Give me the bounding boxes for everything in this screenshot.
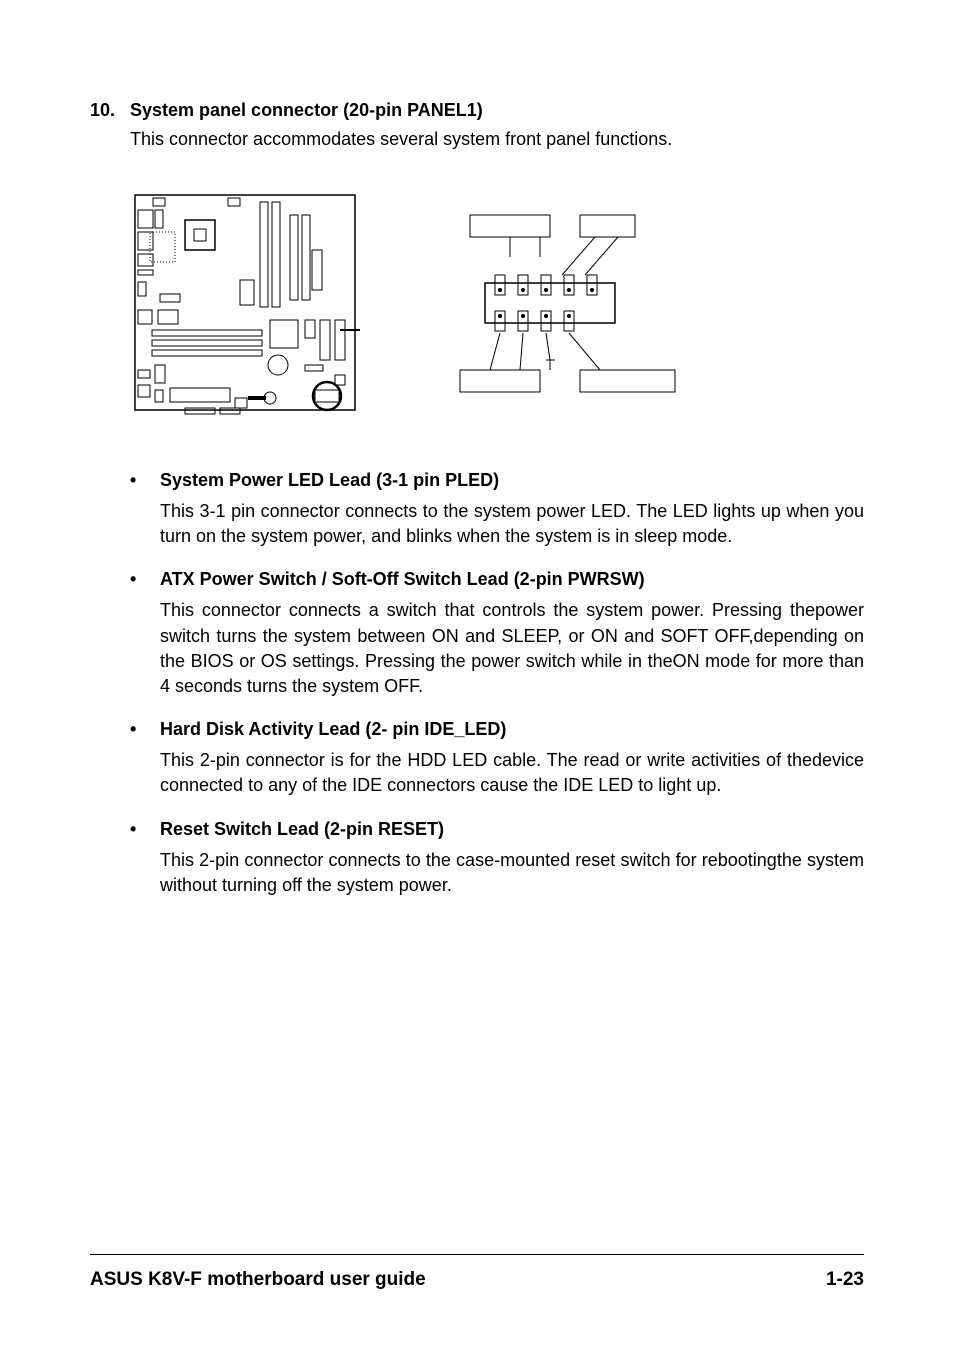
diagram-container — [130, 190, 864, 420]
bullet-item-pled: • System Power LED Lead (3-1 pin PLED) T… — [130, 470, 864, 549]
bullet-body: This connector connects a switch that co… — [160, 598, 864, 699]
page-footer: ASUS K8V-F motherboard user guide 1-23 — [90, 1254, 864, 1291]
section-header: 10. System panel connector (20-pin PANEL… — [90, 100, 864, 121]
section-title: System panel connector (20-pin PANEL1) — [130, 100, 864, 121]
bullet-title: ATX Power Switch / Soft-Off Switch Lead … — [160, 569, 864, 590]
motherboard-diagram — [130, 190, 360, 420]
bullet-body: This 3-1 pin connector connects to the s… — [160, 499, 864, 549]
bullet-title: System Power LED Lead (3-1 pin PLED) — [160, 470, 864, 491]
bullet-title: Reset Switch Lead (2-pin RESET) — [160, 819, 864, 840]
bullet-item-pwrsw: • ATX Power Switch / Soft-Off Switch Lea… — [130, 569, 864, 699]
bullet-body: This 2-pin connector is for the HDD LED … — [160, 748, 864, 798]
section-description: This connector accommodates several syst… — [130, 129, 864, 150]
bullet-item-ideled: • Hard Disk Activity Lead (2- pin IDE_LE… — [130, 719, 864, 798]
footer-right: 1-23 — [826, 1269, 864, 1291]
bullet-body: This 2-pin connector connects to the cas… — [160, 848, 864, 898]
panel-connector-diagram — [450, 205, 690, 405]
bullet-item-reset: • Reset Switch Lead (2-pin RESET) This 2… — [130, 819, 864, 898]
bullet-title: Hard Disk Activity Lead (2- pin IDE_LED) — [160, 719, 864, 740]
section-number: 10. — [90, 100, 130, 121]
bullet-mark: • — [130, 569, 160, 590]
bullet-mark: • — [130, 719, 160, 740]
bullet-mark: • — [130, 470, 160, 491]
footer-left: ASUS K8V-F motherboard user guide — [90, 1269, 426, 1291]
bullet-mark: • — [130, 819, 160, 840]
